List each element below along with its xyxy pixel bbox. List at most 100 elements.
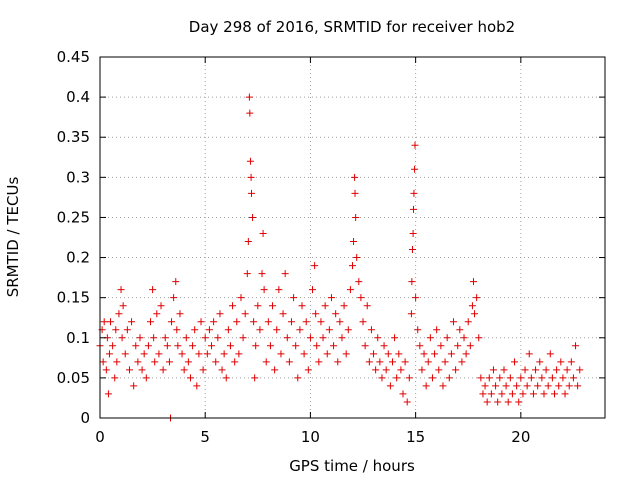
data-point xyxy=(312,310,320,318)
data-point xyxy=(178,350,186,358)
data-point xyxy=(384,350,392,358)
data-point xyxy=(559,374,567,382)
data-point xyxy=(452,366,460,374)
data-point xyxy=(281,270,289,278)
data-point xyxy=(391,334,399,342)
data-point xyxy=(275,286,283,294)
data-point xyxy=(266,342,274,350)
data-point xyxy=(397,366,405,374)
data-point xyxy=(407,310,415,318)
data-point xyxy=(502,382,510,390)
data-point xyxy=(298,302,306,310)
data-point xyxy=(458,358,466,366)
data-point xyxy=(243,270,251,278)
data-point xyxy=(532,366,540,374)
data-point xyxy=(420,350,428,358)
data-point xyxy=(205,326,213,334)
data-point xyxy=(361,342,369,350)
data-point xyxy=(498,390,506,398)
data-point xyxy=(481,382,489,390)
data-point xyxy=(380,342,388,350)
data-point xyxy=(197,318,205,326)
data-point xyxy=(123,326,131,334)
data-point xyxy=(410,189,418,197)
data-point xyxy=(218,366,226,374)
data-point xyxy=(351,173,359,181)
data-point xyxy=(193,382,201,390)
data-point xyxy=(151,358,159,366)
data-point xyxy=(121,350,129,358)
data-point xyxy=(334,358,342,366)
data-point xyxy=(352,213,360,221)
data-point xyxy=(111,374,119,382)
data-point xyxy=(102,366,110,374)
data-point xyxy=(132,342,140,350)
data-point xyxy=(168,318,176,326)
data-point xyxy=(212,358,220,366)
data-point xyxy=(302,318,310,326)
data-point xyxy=(346,286,354,294)
data-point xyxy=(422,382,430,390)
data-point xyxy=(494,398,502,406)
data-point xyxy=(144,342,152,350)
data-point xyxy=(447,350,455,358)
data-point xyxy=(244,238,252,246)
x-tick-label: 0 xyxy=(95,428,105,446)
data-point xyxy=(403,398,411,406)
data-point xyxy=(483,398,491,406)
data-point xyxy=(569,374,577,382)
data-point xyxy=(424,358,432,366)
data-point xyxy=(140,350,148,358)
data-point xyxy=(294,374,302,382)
data-point xyxy=(469,278,477,286)
data-point xyxy=(378,374,386,382)
data-point xyxy=(428,374,436,382)
data-point xyxy=(412,294,420,302)
data-point xyxy=(551,390,558,398)
data-point xyxy=(134,358,142,366)
data-point xyxy=(224,326,232,334)
data-point xyxy=(426,334,434,342)
data-point xyxy=(521,366,529,374)
chart-title: Day 298 of 2016, SRMTID for receiver hob… xyxy=(189,18,515,36)
data-point xyxy=(128,318,136,326)
data-point xyxy=(165,358,173,366)
data-point xyxy=(109,342,117,350)
data-point xyxy=(296,326,304,334)
data-point xyxy=(104,390,112,398)
data-point xyxy=(248,189,255,197)
data-point xyxy=(99,358,107,366)
data-point xyxy=(344,326,352,334)
data-point xyxy=(186,374,194,382)
data-point xyxy=(523,382,531,390)
data-point xyxy=(431,350,439,358)
data-point xyxy=(180,366,188,374)
data-point xyxy=(534,382,542,390)
data-point xyxy=(544,382,552,390)
data-point xyxy=(174,342,182,350)
data-point xyxy=(150,334,158,342)
data-point xyxy=(372,366,380,374)
data-point xyxy=(321,302,329,310)
data-point xyxy=(359,318,367,326)
data-point xyxy=(409,229,417,237)
data-point xyxy=(542,366,550,374)
data-point xyxy=(563,366,571,374)
data-point xyxy=(245,93,253,101)
data-point xyxy=(292,342,300,350)
data-point xyxy=(290,294,298,302)
data-point xyxy=(508,390,516,398)
data-point xyxy=(319,334,327,342)
data-point xyxy=(229,302,237,310)
data-point xyxy=(325,326,333,334)
x-tick-label: 10 xyxy=(301,428,320,446)
data-point xyxy=(173,326,181,334)
x-axis-label: GPS time / hours xyxy=(289,457,415,475)
data-point xyxy=(517,374,525,382)
data-point xyxy=(117,286,125,294)
data-point xyxy=(149,286,157,294)
data-point xyxy=(118,334,126,342)
data-point xyxy=(246,109,254,117)
data-point xyxy=(208,342,216,350)
